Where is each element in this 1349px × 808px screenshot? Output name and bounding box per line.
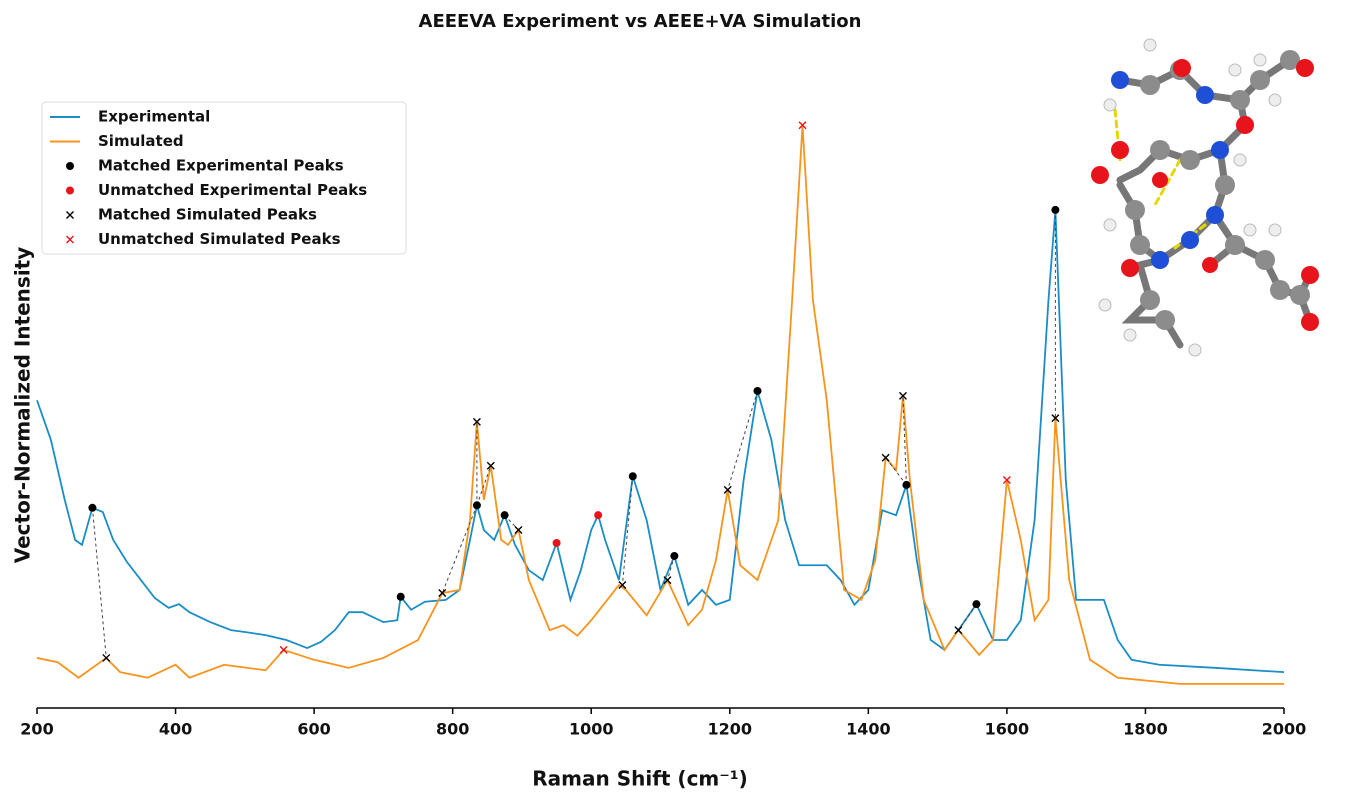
legend-box bbox=[41, 101, 407, 255]
series-line bbox=[36, 125, 1284, 685]
y-axis-label: Vector-Normalized Intensity bbox=[11, 247, 35, 564]
x-tick-label: 1600 bbox=[985, 720, 1030, 739]
atoms bbox=[1091, 38, 1319, 357]
legend-label: Simulated bbox=[98, 132, 184, 150]
peak-cross bbox=[618, 581, 627, 590]
legend-label: Unmatched Simulated Peaks bbox=[98, 230, 341, 248]
legend-label: Matched Experimental Peaks bbox=[98, 157, 344, 175]
peak-cross bbox=[663, 576, 672, 585]
peak-match-link bbox=[727, 390, 758, 490]
x-tick-label: 2000 bbox=[1262, 720, 1307, 739]
legend-label: Experimental bbox=[98, 108, 210, 126]
peak-cross bbox=[1051, 414, 1060, 423]
peak-cross bbox=[954, 626, 963, 635]
peak-dot bbox=[396, 592, 405, 601]
peak-dot bbox=[594, 511, 603, 520]
peak-match-link bbox=[957, 603, 977, 631]
peak-dot bbox=[628, 472, 637, 481]
peak-cross bbox=[898, 391, 907, 400]
peak-match-link bbox=[476, 465, 492, 506]
x-tick-label: 600 bbox=[297, 720, 330, 739]
peak-dot bbox=[88, 503, 97, 512]
peak-cross bbox=[514, 526, 523, 535]
legend-label: Unmatched Experimental Peaks bbox=[98, 181, 367, 199]
x-tick-label: 800 bbox=[436, 720, 469, 739]
series-line bbox=[36, 209, 1285, 674]
peak-cross bbox=[1002, 475, 1011, 484]
peak-dot bbox=[1051, 205, 1060, 214]
peak-cross bbox=[723, 485, 732, 494]
peak-dot bbox=[500, 511, 509, 520]
x-tick-label: 1000 bbox=[569, 720, 614, 739]
chart-title: AEEEVA Experiment vs AEEE+VA Simulation bbox=[419, 11, 862, 32]
legend-label: Matched Simulated Peaks bbox=[98, 206, 317, 224]
x-tick-label: 1800 bbox=[1123, 720, 1168, 739]
legend-swatch bbox=[66, 162, 74, 170]
peak-dot bbox=[472, 501, 481, 510]
peak-cross bbox=[102, 653, 111, 662]
legend-swatch bbox=[66, 235, 74, 244]
peak-match-link bbox=[441, 505, 478, 594]
x-tick-label: 400 bbox=[159, 720, 192, 739]
peak-dot bbox=[670, 551, 679, 560]
legend: Experimental Simulated Matched Experimenta… bbox=[50, 108, 367, 248]
peak-cross bbox=[472, 417, 481, 426]
peak-match-link bbox=[666, 555, 675, 581]
peak-dot bbox=[972, 600, 981, 609]
peak-cross bbox=[881, 453, 890, 462]
peak-match-link bbox=[902, 395, 907, 485]
peak-dot bbox=[902, 480, 911, 489]
peak-dot bbox=[552, 538, 561, 547]
x-tick-label: 200 bbox=[20, 720, 53, 739]
x-tick-label: 1200 bbox=[708, 720, 753, 739]
peak-cross bbox=[798, 121, 807, 130]
legend-swatch bbox=[66, 211, 74, 219]
molecule-illustration bbox=[1091, 38, 1319, 357]
plot-area bbox=[36, 121, 1285, 685]
peak-cross bbox=[486, 461, 495, 470]
peak-dot bbox=[753, 386, 762, 395]
peak-match-link bbox=[621, 476, 634, 586]
peak-cross bbox=[438, 589, 447, 598]
legend-swatch bbox=[66, 186, 74, 195]
x-tick-label: 1400 bbox=[846, 720, 891, 739]
peak-cross bbox=[279, 645, 288, 654]
peak-match-link bbox=[91, 507, 107, 658]
x-axis-label: Raman Shift (cm⁻¹) bbox=[532, 767, 747, 791]
